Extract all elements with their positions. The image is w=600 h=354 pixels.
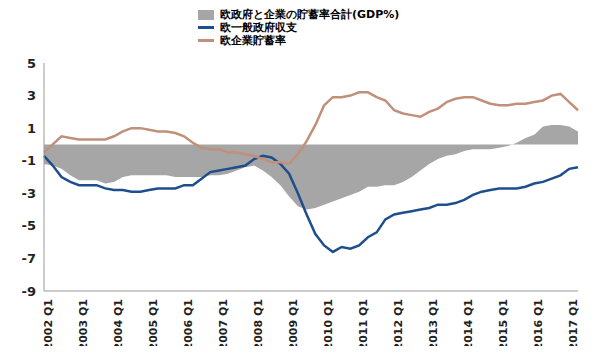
svg-text:-9: -9 xyxy=(22,284,36,299)
svg-text:2017 Q1: 2017 Q1 xyxy=(567,299,580,346)
svg-text:2007 Q1: 2007 Q1 xyxy=(217,299,230,346)
svg-text:2011 Q1: 2011 Q1 xyxy=(357,299,370,346)
svg-text:2012 Q1: 2012 Q1 xyxy=(392,299,405,346)
html-text:欧一般政府収支: 欧一般政府収支 xyxy=(220,21,297,34)
svg-text:5: 5 xyxy=(27,56,36,71)
svg-text:2016 Q1: 2016 Q1 xyxy=(532,299,545,346)
svg-text:3: 3 xyxy=(27,88,36,103)
svg-text:2002 Q1: 2002 Q1 xyxy=(42,299,55,346)
svg-text:-5: -5 xyxy=(22,218,36,233)
html-text:欧企業貯蓄率: 欧企業貯蓄率 xyxy=(220,34,286,47)
svg-text:2004 Q1: 2004 Q1 xyxy=(112,299,125,346)
svg-text:2010 Q1: 2010 Q1 xyxy=(322,299,335,346)
svg-text:-3: -3 xyxy=(22,186,36,201)
svg-text:2009 Q1: 2009 Q1 xyxy=(287,299,300,346)
svg-text:2008 Q1: 2008 Q1 xyxy=(252,299,265,346)
svg-text:2014 Q1: 2014 Q1 xyxy=(462,299,475,346)
svg-text:2006 Q1: 2006 Q1 xyxy=(182,299,195,346)
svg-text:2005 Q1: 2005 Q1 xyxy=(147,299,160,346)
svg-text:2015 Q1: 2015 Q1 xyxy=(497,299,510,346)
svg-text:2013 Q1: 2013 Q1 xyxy=(427,299,440,346)
html-text:欧政府と企業の貯蓄率合計(GDP%): 欧政府と企業の貯蓄率合計(GDP%) xyxy=(220,8,400,21)
svg-text:-7: -7 xyxy=(22,251,36,266)
svg-text:2003 Q1: 2003 Q1 xyxy=(77,299,90,346)
svg-text:-1: -1 xyxy=(22,153,36,168)
svg-text:1: 1 xyxy=(27,121,36,136)
